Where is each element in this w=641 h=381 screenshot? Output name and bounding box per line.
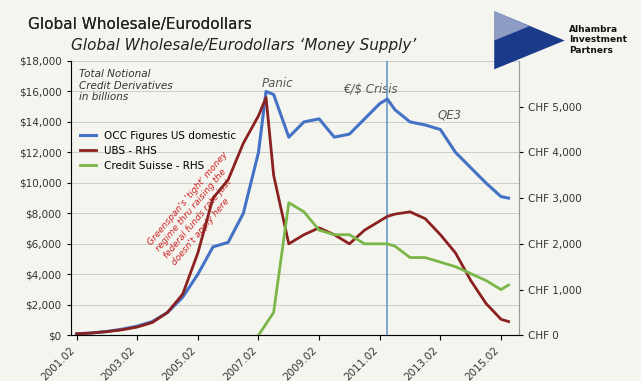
Text: QE3: QE3 xyxy=(437,109,462,122)
Text: Panic: Panic xyxy=(262,77,293,90)
Text: Global Wholesale/Eurodollars: Global Wholesale/Eurodollars xyxy=(28,17,256,32)
Text: Global Wholesale/Eurodollars: Global Wholesale/Eurodollars xyxy=(28,17,256,32)
Polygon shape xyxy=(494,11,529,40)
Legend: OCC Figures US domestic, UBS - RHS, Credit Suisse - RHS: OCC Figures US domestic, UBS - RHS, Cred… xyxy=(76,126,240,175)
Text: Total Notional
Credit Derivatives
in billions: Total Notional Credit Derivatives in bil… xyxy=(79,69,173,102)
Text: Alhambra
Investment
Partners: Alhambra Investment Partners xyxy=(569,25,627,54)
Text: €/$ Crisis: €/$ Crisis xyxy=(344,83,398,96)
Polygon shape xyxy=(494,11,565,69)
Text: Global Wholesale/Eurodollars ‘Money Supply’: Global Wholesale/Eurodollars ‘Money Supp… xyxy=(71,38,416,53)
Text: Greenspan's 'tight' money
regime thru raising the
federal funds rate just
doesn': Greenspan's 'tight' money regime thru ra… xyxy=(146,150,253,267)
